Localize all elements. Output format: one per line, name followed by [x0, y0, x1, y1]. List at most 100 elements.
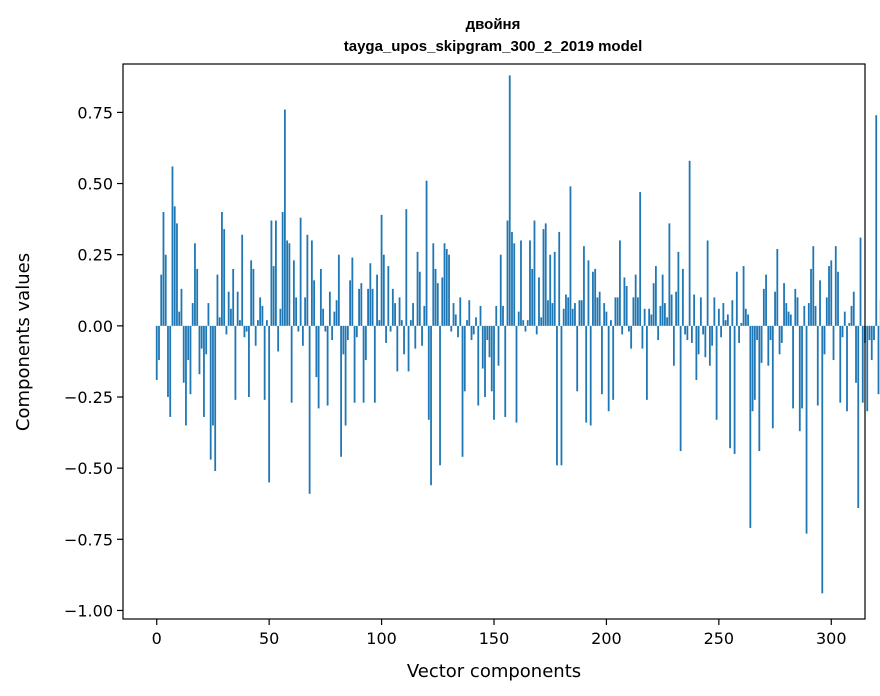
bar [227, 291, 230, 326]
bar [205, 325, 208, 355]
bar [634, 274, 637, 326]
x-axis-label: Vector components [407, 661, 581, 682]
bar [621, 325, 624, 335]
bar [439, 325, 441, 466]
bar [690, 325, 693, 343]
bar [713, 297, 716, 326]
bar [441, 277, 444, 326]
bar [337, 254, 340, 326]
bar [502, 305, 504, 326]
bar [304, 297, 307, 326]
bar [259, 297, 262, 326]
bar [583, 246, 585, 326]
bar [513, 243, 516, 326]
bar [162, 212, 165, 326]
bar [380, 214, 383, 326]
bar [783, 283, 785, 326]
bar [553, 251, 556, 326]
x-tick-label: 150 [479, 629, 510, 648]
bar [762, 288, 765, 326]
bar [529, 240, 531, 326]
bar [241, 234, 244, 326]
bar [661, 274, 664, 326]
bar [666, 317, 669, 326]
bar [248, 325, 250, 397]
bar [792, 325, 794, 409]
bar [650, 314, 653, 326]
x-tick-label: 50 [259, 629, 279, 648]
bar [520, 240, 522, 326]
bar [587, 260, 590, 326]
bar [371, 288, 374, 326]
bar [342, 325, 345, 355]
bar [454, 314, 457, 326]
bar [475, 317, 477, 326]
bar [430, 325, 432, 486]
bar [394, 303, 396, 326]
bar [875, 115, 878, 326]
bar [335, 300, 338, 326]
bar [418, 271, 421, 326]
bar [619, 240, 621, 326]
bar [837, 271, 839, 326]
bar [171, 166, 174, 326]
y-tick-label: −1.00 [64, 601, 113, 620]
bar [873, 325, 875, 341]
bar [445, 249, 448, 326]
bar [511, 231, 513, 326]
bar [187, 325, 190, 360]
bar [866, 325, 869, 412]
bar [353, 325, 356, 403]
bar [832, 325, 835, 360]
bar [218, 317, 221, 326]
bar [819, 280, 821, 326]
bar [672, 325, 675, 366]
bar [643, 308, 646, 326]
bar [200, 325, 203, 349]
bar [517, 311, 520, 326]
bar [450, 325, 453, 332]
bar [850, 305, 853, 326]
bar [180, 288, 183, 326]
bar [297, 325, 300, 332]
bar [848, 323, 851, 326]
bar [547, 300, 549, 326]
bar [810, 268, 812, 326]
bar [711, 325, 713, 346]
bar [767, 325, 770, 366]
bar [191, 303, 194, 326]
bar [407, 325, 410, 372]
bar [364, 325, 367, 360]
bar [614, 297, 617, 326]
bar [479, 305, 482, 326]
bar [414, 325, 417, 349]
bar [275, 220, 277, 326]
bar [742, 266, 745, 326]
bar [252, 268, 255, 326]
bar [250, 260, 253, 326]
y-tick-label: −0.25 [64, 388, 113, 407]
y-axis-label: Components values [13, 253, 34, 431]
bar [805, 325, 808, 534]
bar [477, 325, 480, 406]
bar [526, 320, 529, 326]
bar [436, 283, 439, 326]
bar [319, 268, 322, 326]
bar [295, 297, 298, 326]
bar [355, 325, 358, 338]
bar [544, 223, 547, 326]
bar [214, 325, 217, 471]
bar [185, 325, 187, 426]
bar [632, 297, 635, 326]
bar [421, 325, 423, 346]
bar [724, 320, 727, 326]
bar [562, 308, 565, 326]
bar [731, 300, 734, 326]
bar [189, 325, 192, 395]
bar [715, 325, 718, 420]
bar [596, 297, 599, 326]
bar [648, 308, 651, 326]
bar [816, 325, 819, 406]
bar [812, 246, 815, 326]
bar [556, 325, 558, 466]
